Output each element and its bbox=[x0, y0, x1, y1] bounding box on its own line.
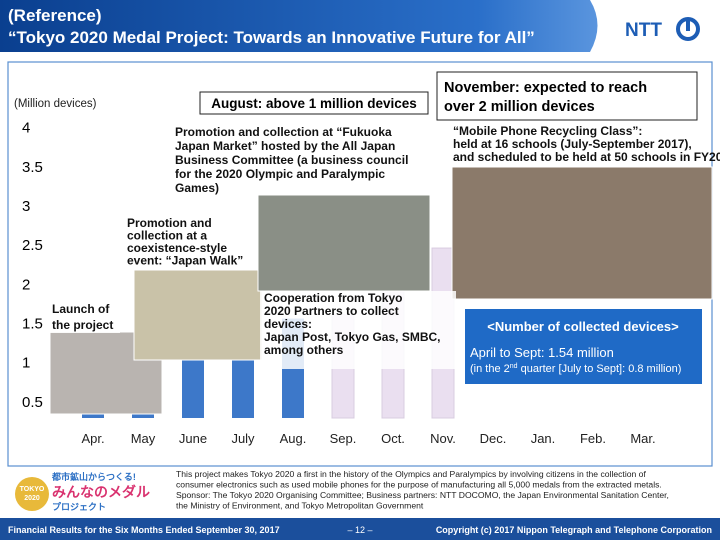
y-tick-label: 3 bbox=[22, 198, 30, 215]
annotation-line: Games) bbox=[175, 181, 219, 195]
photo bbox=[451, 166, 713, 300]
info-box bbox=[465, 309, 702, 384]
footer-text: Financial Results for the Six Months End… bbox=[8, 525, 280, 535]
annotation-line: among others bbox=[264, 343, 344, 357]
info-line: (in the 2nd quarter [July to Sept]: 0.8 … bbox=[470, 363, 681, 375]
y-tick-label: 1.5 bbox=[22, 315, 43, 332]
callout-text: August: above 1 million devices bbox=[211, 96, 417, 111]
medal-text: TOKYO bbox=[20, 486, 45, 493]
x-tick-label: Sep. bbox=[330, 431, 357, 446]
annotation-line: Business Committee (a business council bbox=[175, 153, 408, 167]
info-heading: <Number of collected devices> bbox=[487, 319, 679, 334]
y-tick-label: 0.5 bbox=[22, 394, 43, 411]
x-tick-label: Mar. bbox=[630, 431, 655, 446]
annotation-line: Promotion and bbox=[127, 216, 212, 230]
callout-text: November: expected to reach over 2 millio… bbox=[444, 80, 647, 115]
y-axis-label: (Million devices) bbox=[14, 98, 97, 110]
x-tick-label: June bbox=[179, 431, 207, 446]
y-tick-label: 2.5 bbox=[22, 237, 43, 254]
annotation: Launch of the project bbox=[52, 302, 113, 332]
photo bbox=[133, 269, 263, 361]
annotation: Cooperation from Tokyo 2020 Partners to c… bbox=[264, 291, 440, 357]
description-line: Sponsor: The Tokyo 2020 Organising Commi… bbox=[176, 490, 669, 500]
ntt-logo-icon bbox=[676, 17, 700, 41]
info-part: (in the 2 bbox=[470, 363, 510, 375]
callout-line: over 2 million devices bbox=[444, 99, 595, 115]
y-tick-label: 1 bbox=[22, 355, 30, 372]
annotation-line: collection at a bbox=[127, 229, 207, 243]
annotations: Launch of the project Promotion and collect… bbox=[48, 124, 720, 369]
annotation: Promotion and collection at “Fukuoka Japa… bbox=[175, 125, 408, 195]
logo-text: みんなのメダル bbox=[52, 484, 150, 500]
title-line: “Tokyo 2020 Medal Project: Towards an In… bbox=[8, 28, 535, 47]
footer-bar bbox=[0, 518, 720, 540]
footer-text: Copyright (c) 2017 Nippon Telegraph and … bbox=[436, 525, 712, 535]
info-part: nd bbox=[510, 363, 518, 370]
x-tick-label: Aug. bbox=[280, 431, 307, 446]
annotation-line: “Mobile Phone Recycling Class”: bbox=[453, 124, 642, 138]
annotation-line: Japan Market” hosted by the All Japan bbox=[175, 139, 395, 153]
description-line: the Ministry of Environment, and Tokyo M… bbox=[176, 501, 424, 511]
annotation-bg bbox=[260, 291, 456, 369]
x-tick-label: Nov. bbox=[430, 431, 456, 446]
description-line: consumer electronics such as used mobile… bbox=[176, 480, 662, 490]
description-line: This project makes Tokyo 2020 a first in… bbox=[176, 469, 646, 479]
x-tick-label: Jan. bbox=[531, 431, 556, 446]
medal-text: 2020 bbox=[24, 495, 40, 502]
x-tick-label: May bbox=[131, 431, 156, 446]
annotation-line: Japan Post, Tokyo Gas, SMBC, bbox=[264, 330, 440, 344]
x-tick-label: Apr. bbox=[81, 431, 104, 446]
annotation-line: Cooperation from Tokyo bbox=[264, 291, 402, 305]
ntt-logo-text: NTT bbox=[625, 20, 662, 41]
bar bbox=[182, 357, 204, 418]
logo-text: 都市鉱山からつくる! bbox=[51, 471, 136, 482]
logo-text: プロジェクト bbox=[52, 501, 106, 512]
y-tick-label: 4 bbox=[22, 120, 30, 137]
annotation-line: 2020 Partners to collect bbox=[264, 304, 399, 318]
annotation-line: Promotion and collection at “Fukuoka bbox=[175, 125, 392, 139]
x-tick-label: July bbox=[231, 431, 255, 446]
annotation-line: event: “Japan Walk” bbox=[127, 254, 243, 268]
annotation-bg bbox=[124, 215, 254, 270]
callout-line: November: expected to reach bbox=[444, 80, 647, 96]
callout-box bbox=[199, 91, 429, 115]
annotation-line: the project bbox=[52, 318, 113, 332]
x-tick-label: Oct. bbox=[381, 431, 405, 446]
info-line: April to Sept: 1.54 million bbox=[470, 345, 614, 360]
annotation-line: Launch of bbox=[52, 302, 110, 316]
y-tick-label: 2 bbox=[22, 276, 30, 293]
annotation-line: and scheduled to be held at 50 schools i… bbox=[453, 150, 720, 164]
photo bbox=[257, 194, 431, 292]
title-line: (Reference) bbox=[8, 6, 102, 25]
header-title: (Reference) “Tokyo 2020 Medal Project: To… bbox=[8, 6, 535, 47]
annotation-line: for the 2020 Olympic and Paralympic bbox=[175, 167, 385, 181]
x-tick-label: Feb. bbox=[580, 431, 606, 446]
annotation-line: coexistence-style bbox=[127, 241, 227, 255]
medal-icon bbox=[15, 477, 49, 511]
bar bbox=[232, 353, 254, 418]
description: This project makes Tokyo 2020 a first in… bbox=[176, 469, 669, 511]
annotation-line: devices: bbox=[264, 317, 312, 331]
annotation-line: held at 16 schools (July-September 2017)… bbox=[453, 137, 692, 151]
y-tick-label: 3.5 bbox=[22, 159, 43, 176]
x-tick-label: Dec. bbox=[480, 431, 507, 446]
annotation: Promotion and collection at a coexistence-… bbox=[127, 216, 243, 268]
callout-box bbox=[436, 71, 698, 121]
annotation: “Mobile Phone Recycling Class”: held at 1… bbox=[453, 124, 720, 164]
footer-page: – 12 – bbox=[347, 525, 372, 535]
info-part: quarter [July to Sept]: 0.8 million) bbox=[518, 363, 682, 375]
header-bar bbox=[0, 0, 598, 52]
annotation-bg bbox=[48, 301, 120, 333]
